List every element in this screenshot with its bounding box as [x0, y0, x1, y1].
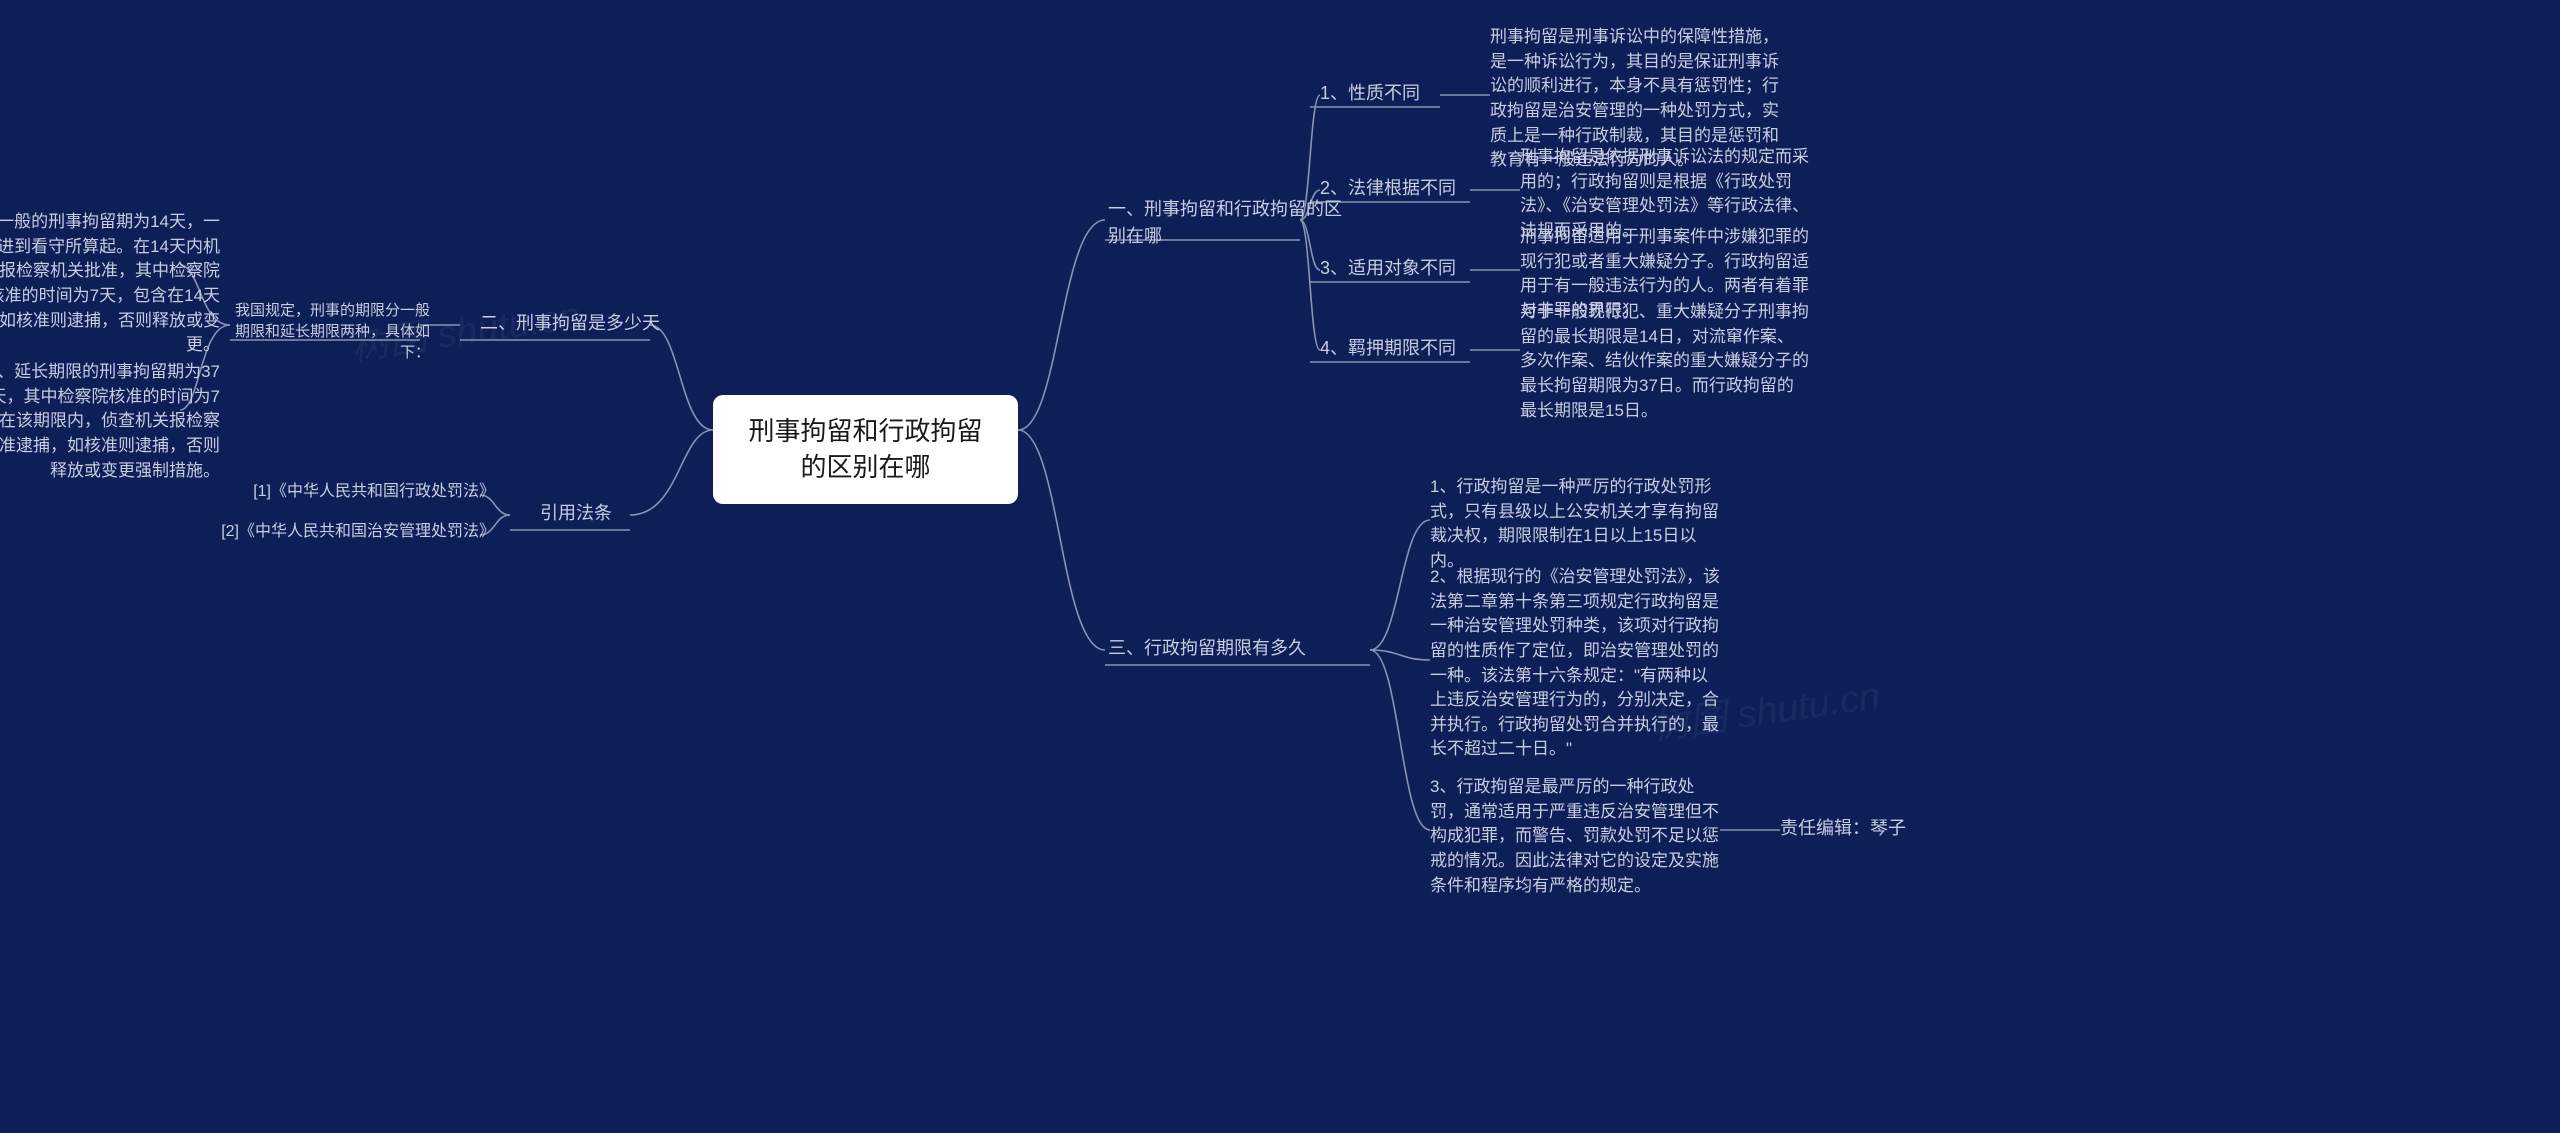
branch-l2-d2: 2、延长期限的刑事拘留期为37天，其中检察院核准的时间为7天，在该期限内，侦查机…: [0, 360, 220, 483]
center-node: 刑事拘留和行政拘留的区别在哪: [713, 395, 1018, 504]
branch-l2-sub: 我国规定，刑事的期限分一般期限和延长期限两种，具体如下：: [230, 300, 430, 363]
branch-law-c1: [1]《中华人民共和国行政处罚法》: [195, 480, 495, 504]
branch-r3-c2-detail: 2、根据现行的《治安管理处罚法》，该法第二章第十条第三项规定行政拘留是一种治安管…: [1430, 565, 1720, 762]
branch-r3: 三、行政拘留期限有多久: [1108, 635, 1368, 662]
branch-law: 引用法条: [540, 500, 640, 527]
editor-credit: 责任编辑：琴子: [1780, 815, 1960, 842]
branch-r1: 一、刑事拘留和行政拘留的区别在哪: [1108, 196, 1353, 250]
branch-r3-c3-detail: 3、行政拘留是最严厉的一种行政处罚，通常适用于严重违反治安管理但不构成犯罪，而警…: [1430, 775, 1720, 898]
branch-r3-c1-detail: 1、行政拘留是一种严厉的行政处罚形式，只有县级以上公安机关才享有拘留裁决权，期限…: [1430, 475, 1720, 574]
branch-r1-c4-detail: 对于一般现行犯、重大嫌疑分子刑事拘留的最长期限是14日，对流窜作案、多次作案、结…: [1520, 300, 1810, 423]
branch-law-c2: [2]《中华人民共和国治安管理处罚法》: [175, 520, 495, 544]
branch-l2: 二、刑事拘留是多少天: [460, 310, 660, 337]
connectors: [0, 0, 2560, 1133]
branch-r1-c2: 2、法律根据不同: [1320, 175, 1480, 202]
branch-r1-c3: 3、适用对象不同: [1320, 255, 1480, 282]
branch-l2-d1: 1、一般的刑事拘留期为14天，一般从进到看守所算起。在14天内机关要报检察机关批…: [0, 210, 220, 358]
branch-r1-c1: 1、性质不同: [1320, 80, 1450, 107]
branch-r1-c4: 4、羁押期限不同: [1320, 335, 1480, 362]
